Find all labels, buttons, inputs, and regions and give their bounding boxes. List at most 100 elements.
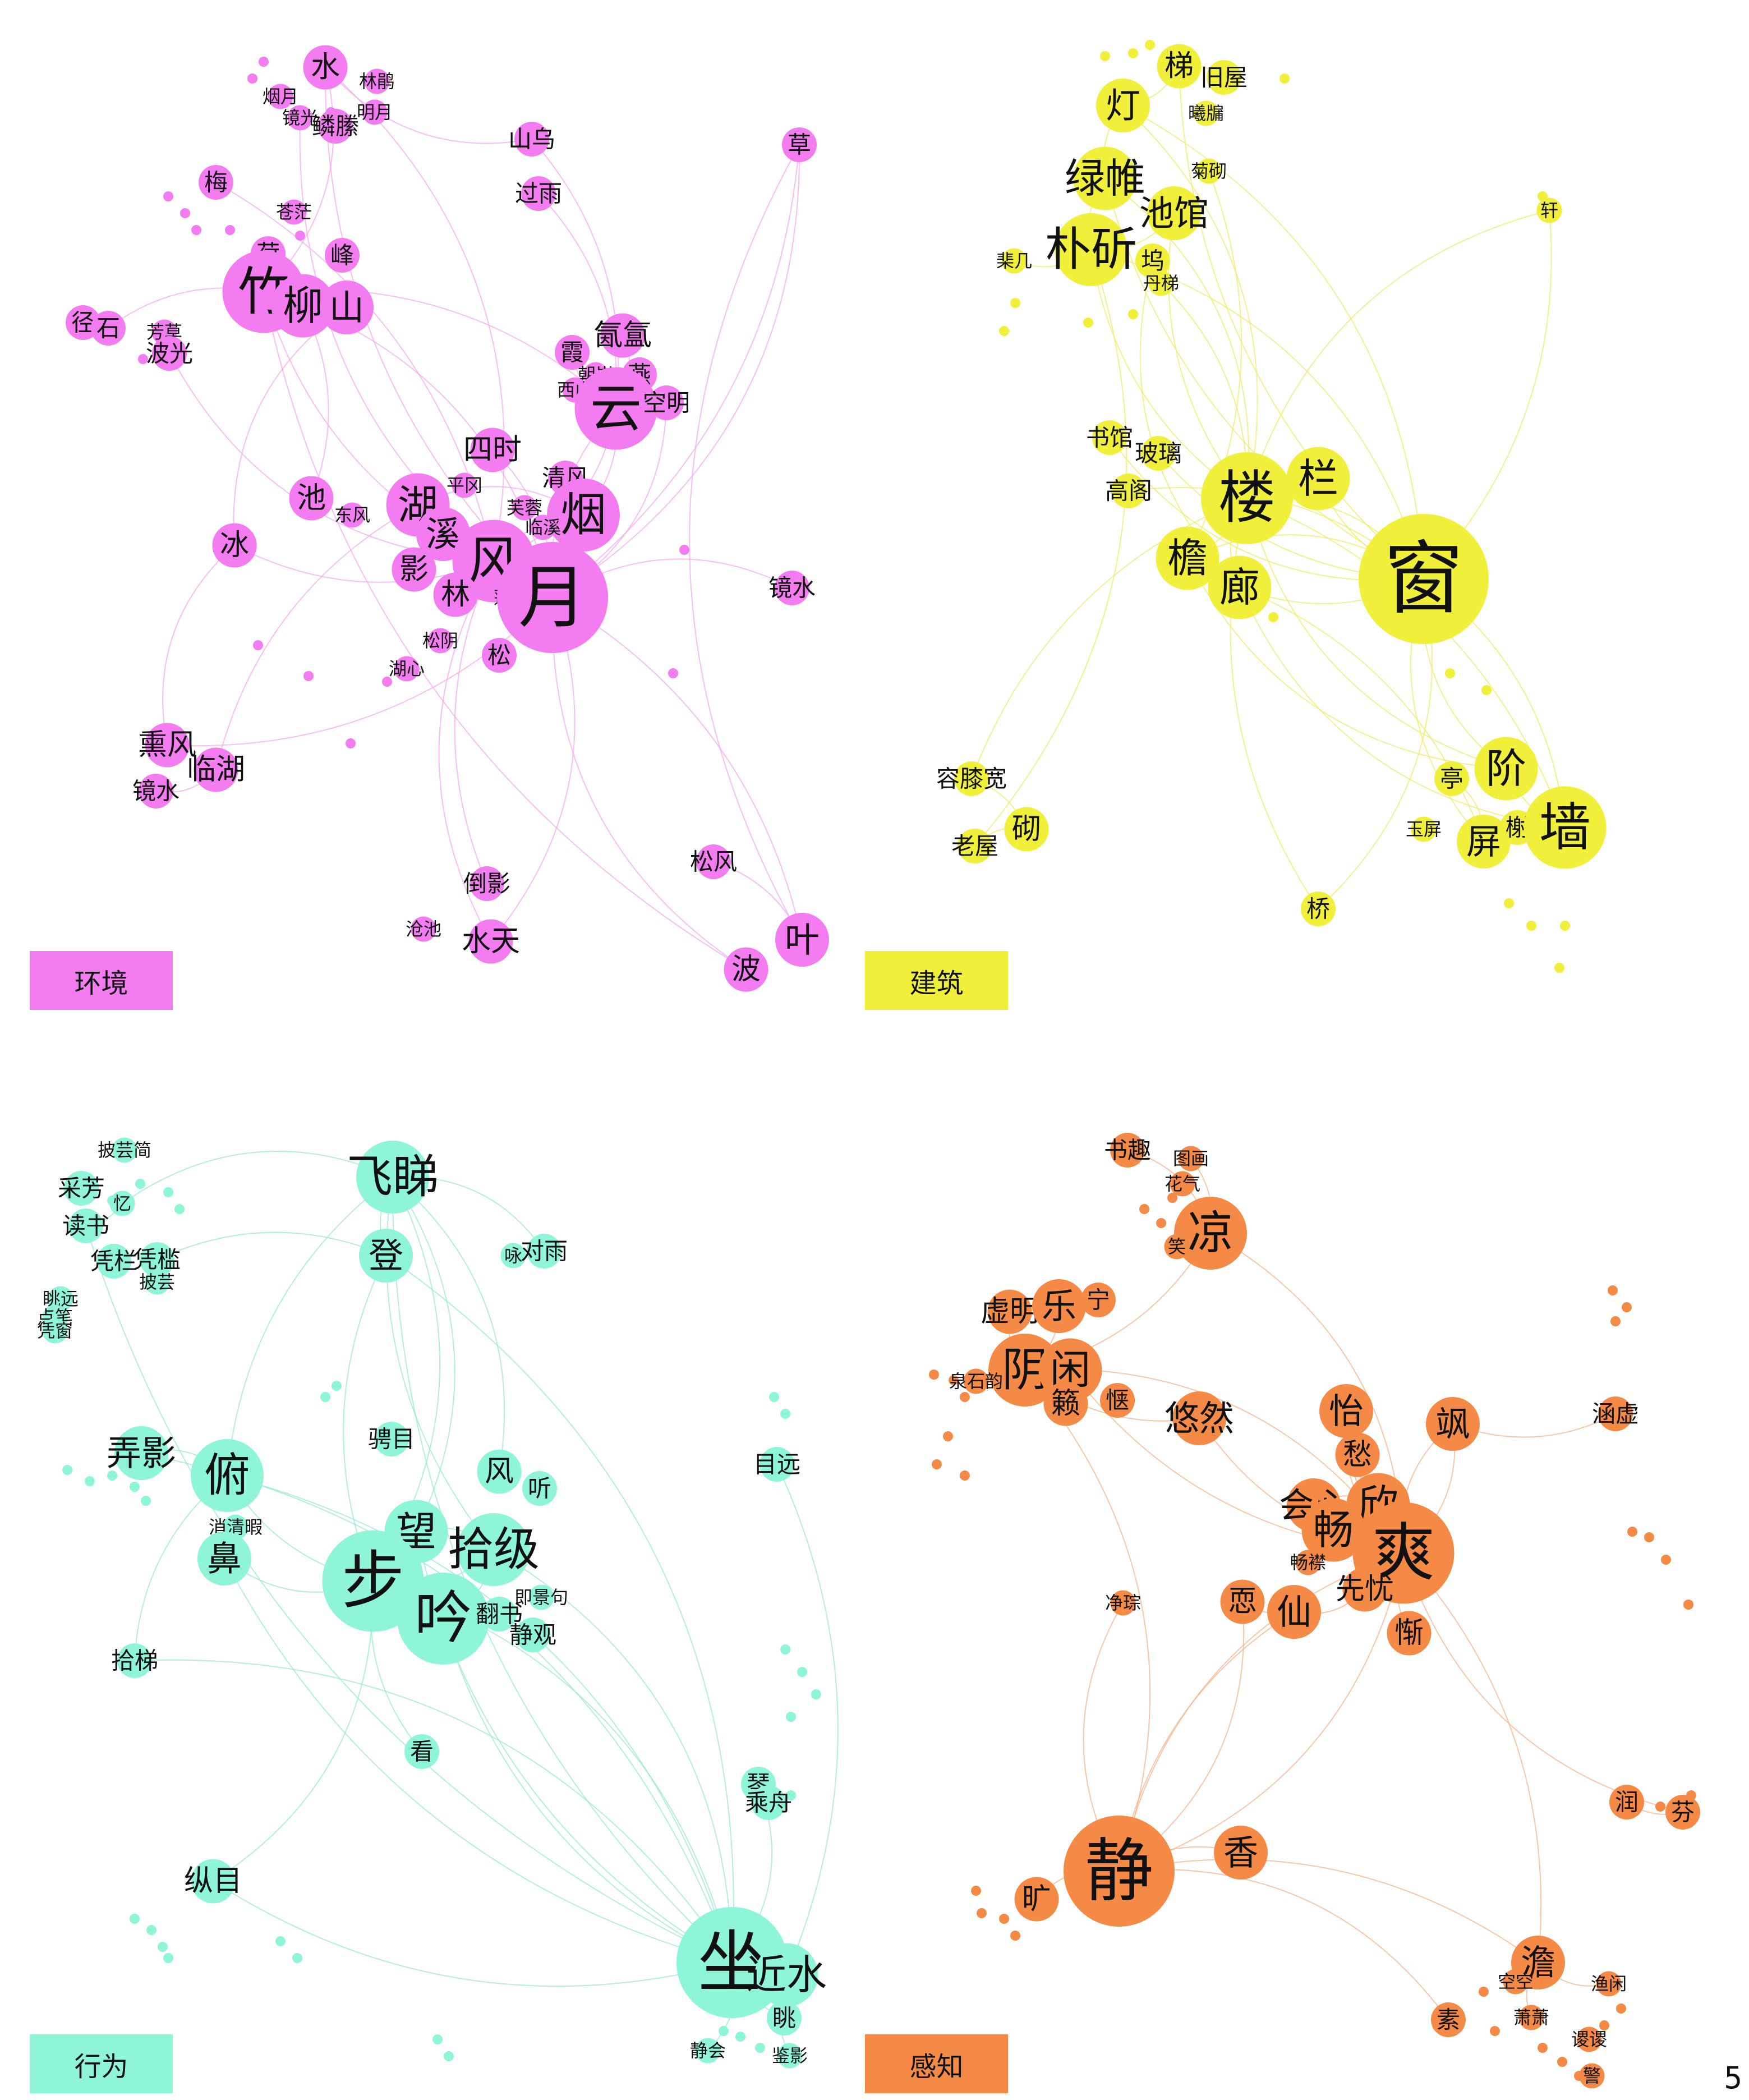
node-label: 泉石韵 bbox=[949, 1371, 1003, 1392]
minor-node bbox=[679, 545, 689, 555]
edge bbox=[689, 144, 803, 940]
node-circle bbox=[268, 84, 293, 109]
node-circle bbox=[516, 1617, 550, 1652]
node-circle bbox=[521, 176, 556, 211]
node-circle bbox=[1286, 447, 1350, 511]
edge bbox=[1246, 498, 1507, 769]
node-label: 屏 bbox=[1466, 821, 1501, 862]
minor-node bbox=[755, 2043, 765, 2053]
node-circle bbox=[1536, 197, 1562, 223]
minor-node bbox=[811, 1689, 821, 1699]
minor-node bbox=[932, 1459, 942, 1469]
minor-node bbox=[163, 1187, 173, 1197]
edge bbox=[392, 1177, 505, 1472]
node-circle bbox=[1457, 815, 1511, 869]
node-label: 弄影 bbox=[107, 1433, 176, 1474]
minor-node bbox=[1557, 2057, 1567, 2067]
node-circle bbox=[527, 1234, 561, 1269]
node-label: 曦牖 bbox=[1188, 103, 1224, 124]
node-circle bbox=[152, 336, 187, 371]
node-label: 涵虚 bbox=[1592, 1400, 1639, 1428]
node-circle bbox=[1135, 243, 1170, 278]
node-label: 灯 bbox=[1106, 85, 1140, 126]
node-label: 谡谡 bbox=[1571, 2029, 1607, 2050]
minor-node bbox=[1661, 1555, 1671, 1565]
minor-node bbox=[960, 1471, 970, 1481]
node-circle bbox=[457, 1513, 530, 1586]
node-label: 熏风 bbox=[138, 728, 196, 762]
node-label: 氤氲 bbox=[593, 319, 652, 352]
node-label: 乘舟 bbox=[745, 1789, 792, 1817]
node-label: 静 bbox=[1085, 1831, 1153, 1911]
minor-node bbox=[1145, 40, 1155, 50]
node-label: 倒影 bbox=[463, 870, 510, 898]
edge bbox=[493, 1549, 733, 1963]
node-circle bbox=[1665, 1795, 1700, 1830]
node-circle bbox=[754, 1943, 818, 2007]
node-circle bbox=[287, 105, 313, 131]
node-label: 俯 bbox=[204, 1449, 250, 1502]
minor-node bbox=[1128, 309, 1138, 319]
node-circle bbox=[191, 1439, 264, 1512]
node-circle bbox=[1201, 452, 1293, 544]
node-label: 对雨 bbox=[521, 1238, 568, 1265]
node-circle bbox=[477, 1449, 522, 1494]
minor-node bbox=[949, 1375, 959, 1385]
edge bbox=[325, 67, 532, 144]
minor-node bbox=[292, 1953, 302, 1963]
minor-node bbox=[1167, 1193, 1177, 1203]
node-circle bbox=[145, 723, 190, 768]
node-circle bbox=[68, 1208, 103, 1243]
node-circle bbox=[404, 1734, 439, 1769]
node-circle bbox=[696, 844, 731, 879]
minor-node bbox=[130, 1482, 140, 1492]
node-circle bbox=[649, 385, 684, 420]
node-circle bbox=[482, 638, 517, 673]
node-circle bbox=[364, 68, 390, 94]
node-circle bbox=[289, 476, 334, 521]
node-label: 翻书 bbox=[476, 1601, 523, 1628]
node-circle bbox=[339, 502, 365, 528]
minor-node bbox=[1490, 2026, 1500, 2036]
node-circle bbox=[775, 571, 809, 605]
edge bbox=[1403, 1552, 1683, 1813]
panel-1: 梯旧屋灯 曦牖绿帷 菊砌池馆 轩朴斫 坞 棐几丹梯书馆玻璃高阁 楼栏檐廊 窗容膝宽砌老屋 亭 阶玉… bbox=[936, 40, 1607, 973]
node-circle bbox=[1426, 1397, 1480, 1451]
node-label: 忆 bbox=[113, 1193, 131, 1214]
node-label: 凭窗 bbox=[37, 1320, 73, 1341]
minor-node bbox=[999, 326, 1009, 336]
node-circle bbox=[1342, 1567, 1387, 1612]
node-label: 素 bbox=[1437, 2006, 1460, 2034]
minor-node bbox=[1616, 2003, 1626, 2014]
node-label: 惬 bbox=[1106, 1387, 1129, 1414]
minor-node bbox=[320, 1392, 330, 1402]
node-label: 凭槛 bbox=[134, 1246, 181, 1274]
node-circle bbox=[1220, 1579, 1265, 1624]
node-label: 怡 bbox=[1329, 1391, 1364, 1432]
legend-environment: 环境 bbox=[30, 951, 173, 1010]
node-label: 月 bbox=[518, 558, 587, 637]
node-circle bbox=[782, 127, 817, 162]
node-circle bbox=[1174, 1197, 1247, 1270]
minor-node bbox=[1622, 1302, 1632, 1312]
minor-node bbox=[735, 2032, 745, 2042]
node-label: 披芸简 bbox=[98, 1139, 151, 1161]
node-circle bbox=[1214, 1826, 1268, 1880]
node-label: 松 bbox=[487, 642, 511, 669]
minor-node bbox=[1279, 73, 1290, 84]
node-circle bbox=[1092, 420, 1127, 455]
node-label: 波 bbox=[731, 953, 761, 986]
node-label: 池 bbox=[297, 481, 326, 515]
node-label: 眺 bbox=[772, 2005, 796, 2032]
edge bbox=[551, 597, 747, 970]
node-label: 平冈 bbox=[447, 475, 482, 496]
edge bbox=[552, 144, 800, 598]
node-circle bbox=[1110, 1590, 1136, 1616]
node-label: 虚明 bbox=[981, 1295, 1039, 1329]
edge bbox=[162, 545, 235, 746]
minor-node bbox=[1445, 668, 1455, 678]
node-circle bbox=[1148, 270, 1174, 296]
legend-architecture: 建筑 bbox=[865, 951, 1008, 1010]
node-circle bbox=[1170, 1171, 1195, 1197]
edge bbox=[1119, 1552, 1404, 1872]
